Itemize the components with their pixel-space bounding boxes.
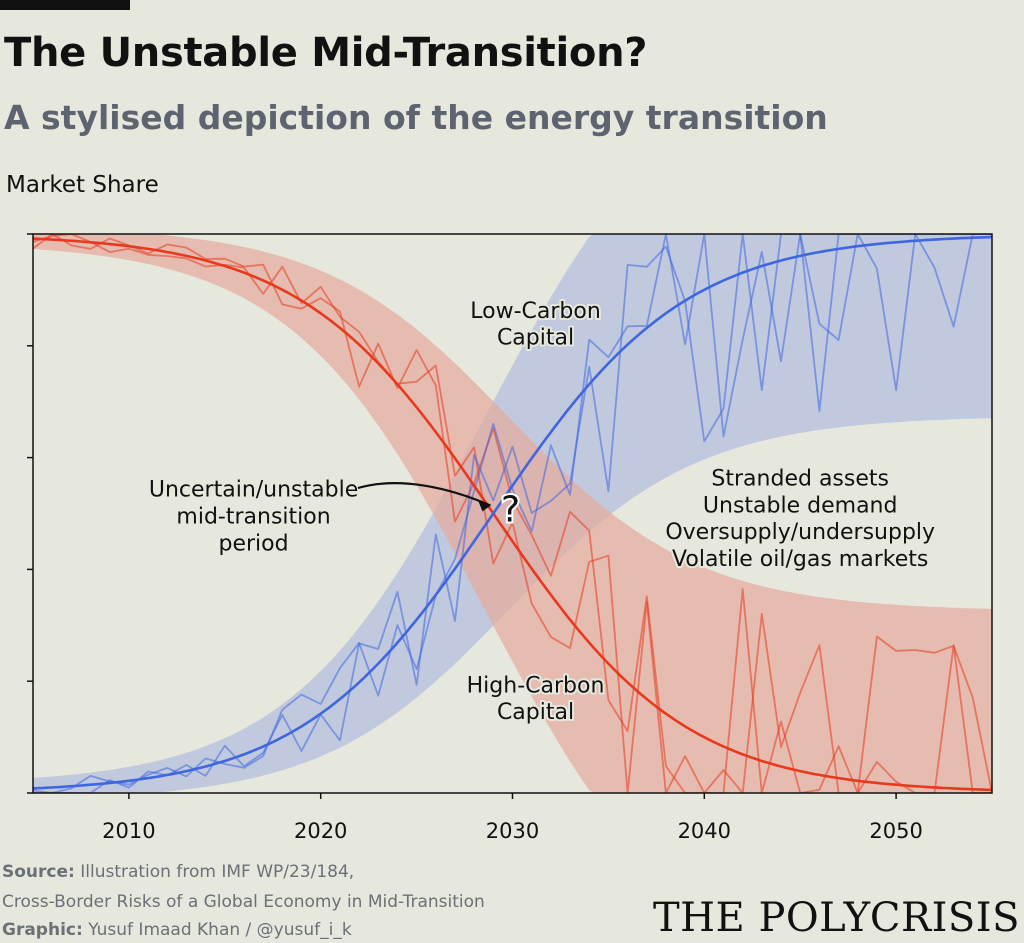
subtitle-suffix: depiction of the energy transition <box>186 98 828 137</box>
subtitle-prefix: A <box>4 98 42 137</box>
y-axis-label: Market Share <box>6 172 159 198</box>
risks-annotation-line: Unstable demand <box>703 493 898 518</box>
x-tick-label: 2020 <box>294 819 347 843</box>
high-carbon-noise-line-2 <box>33 234 992 793</box>
mid-transition-annotation-line: period <box>219 531 289 556</box>
source-line-2: Cross-Border Risks of a Global Economy i… <box>2 892 485 912</box>
top-accent-bar <box>0 0 130 10</box>
graphic-credit: Graphic: Yusuf Imaad Khan / @yusuf_i_k <box>2 920 352 940</box>
source-label: Source: <box>2 862 75 882</box>
high-carbon-noise-line-1 <box>33 234 992 793</box>
annotation-arrow <box>357 482 491 507</box>
x-tick-label: 2040 <box>678 819 731 843</box>
low-carbon-label: Low-Carbon Capital <box>470 299 601 351</box>
plot-area <box>33 234 992 793</box>
risks-annotation-line: Oversupply/undersupply <box>665 520 935 545</box>
mid-transition-annotation-line: mid-transition <box>176 505 330 530</box>
high-carbon-band <box>33 234 992 793</box>
low-carbon-label-line: Low-Carbon <box>470 299 601 324</box>
subtitle-emphasis: stylised <box>41 98 187 137</box>
source-text: Illustration from IMF WP/23/184, <box>74 862 355 882</box>
high-carbon-label-line: High-Carbon <box>467 673 605 698</box>
risks-annotation-line: Volatile oil/gas markets <box>672 547 928 572</box>
high-carbon-line <box>33 237 992 792</box>
high-carbon-label: High-Carbon Capital <box>467 673 605 725</box>
risks-annotation: Stranded assets Unstable demand Oversupply… <box>665 467 935 573</box>
low-carbon-line <box>33 235 992 790</box>
x-tick-label: 2030 <box>486 819 539 843</box>
page-subtitle: A stylised depiction of the energy trans… <box>4 98 828 137</box>
risks-annotation-line: Stranded assets <box>711 467 889 492</box>
mid-transition-annotation: Uncertain/unstable mid-transition period <box>149 478 358 557</box>
low-carbon-label-line: Capital <box>497 326 574 351</box>
brand-logo: THE POLYCRISIS <box>652 895 1020 941</box>
x-tick-label: 2010 <box>102 819 155 843</box>
annotation-arrowhead <box>478 501 491 512</box>
source-line: Source: Illustration from IMF WP/23/184, <box>2 862 354 882</box>
mid-transition-annotation-line: Uncertain/unstable <box>149 478 358 503</box>
high-carbon-label-line: Capital <box>497 700 574 725</box>
graphic-label: Graphic: <box>2 920 83 940</box>
x-tick-label: 2050 <box>869 819 922 843</box>
page-title: The Unstable Mid-Transition? <box>4 30 648 76</box>
graphic-text: Yusuf Imaad Khan / @yusuf_i_k <box>82 920 352 940</box>
question-mark-annotation: ? <box>501 490 520 531</box>
